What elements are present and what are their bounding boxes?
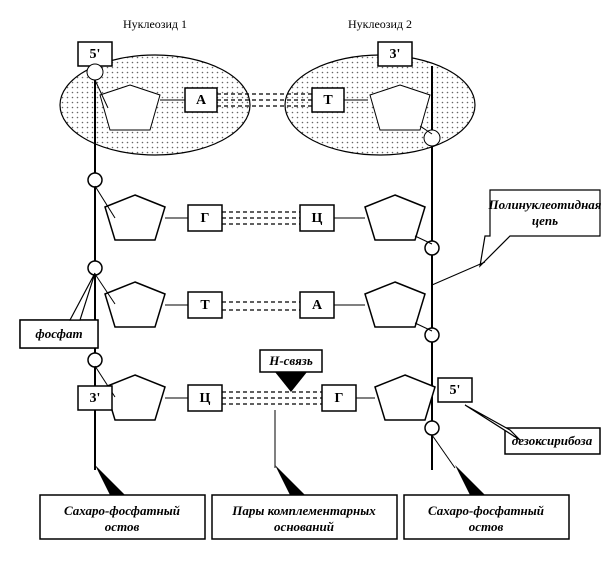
phosphate-right-0 bbox=[424, 130, 440, 146]
callout-basepairs-l1: Пары комплементарных bbox=[231, 503, 376, 518]
callout-deoxyribose-text: дезоксирибоза bbox=[512, 433, 593, 448]
phosphate-right-1 bbox=[425, 241, 439, 255]
callout-phosphate-text: фосфат bbox=[35, 326, 82, 341]
phosphate-left-0 bbox=[87, 64, 103, 80]
header-left: Нуклеозид 1 bbox=[123, 17, 187, 31]
base-left-1: Г bbox=[201, 211, 210, 226]
callout-polychain-l1: Полинуклеотидная bbox=[487, 197, 601, 212]
header-right: Нуклеозид 2 bbox=[348, 17, 412, 31]
sugar-right-0 bbox=[370, 85, 430, 130]
phosphate-left-2 bbox=[88, 261, 102, 275]
base-left-2: Т bbox=[200, 298, 210, 313]
sugar-left-0 bbox=[100, 85, 160, 130]
right-5prime-text: 5' bbox=[450, 383, 461, 398]
base-right-3: Г bbox=[335, 391, 344, 406]
callout-polychain-l2: цепь bbox=[532, 213, 558, 228]
callout-backbone-right-l2: остов bbox=[469, 519, 504, 534]
phosphate-left-1 bbox=[88, 173, 102, 187]
callout-basepairs-l2: оснований bbox=[274, 519, 334, 534]
phosphate-right-3 bbox=[425, 421, 439, 435]
base-left-0: А bbox=[196, 93, 207, 108]
callout-backbone-left-l1: Сахаро-фосфатный bbox=[64, 503, 180, 518]
callout-backbone-left-l2: остов bbox=[105, 519, 140, 534]
base-left-3: Ц bbox=[200, 391, 211, 406]
right-3prime-text: 3' bbox=[390, 47, 401, 62]
base-right-1: Ц bbox=[312, 211, 323, 226]
phosphate-right-2 bbox=[425, 328, 439, 342]
left-5prime-text: 5' bbox=[90, 47, 101, 62]
base-right-0: Т bbox=[323, 93, 333, 108]
phosphate-left-3 bbox=[88, 353, 102, 367]
base-right-2: А bbox=[312, 298, 323, 313]
left-3prime-text: 3' bbox=[90, 391, 101, 406]
callout-hbond-text: Н-связь bbox=[268, 353, 313, 368]
callout-backbone-right-l1: Сахаро-фосфатный bbox=[428, 503, 544, 518]
